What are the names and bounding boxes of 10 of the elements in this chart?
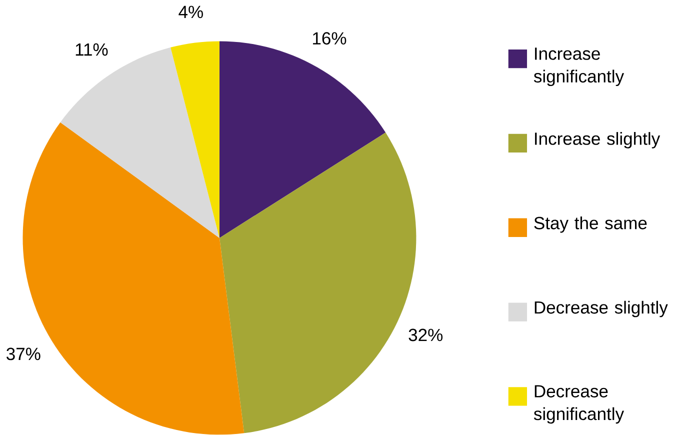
legend-label: Decrease significantly: [534, 385, 624, 424]
data-label: 32%: [408, 328, 443, 342]
data-label: 4%: [178, 6, 203, 18]
data-label: 11%: [76, 44, 108, 56]
legend-label: Stay the same: [534, 216, 647, 233]
legend-label: Increase slightly: [535, 132, 660, 149]
legend-label: Decrease slightly: [534, 300, 668, 318]
legend-label: Increase significantly: [534, 48, 624, 86]
data-label: 37%: [6, 348, 40, 360]
data-label: 16%: [313, 32, 346, 45]
